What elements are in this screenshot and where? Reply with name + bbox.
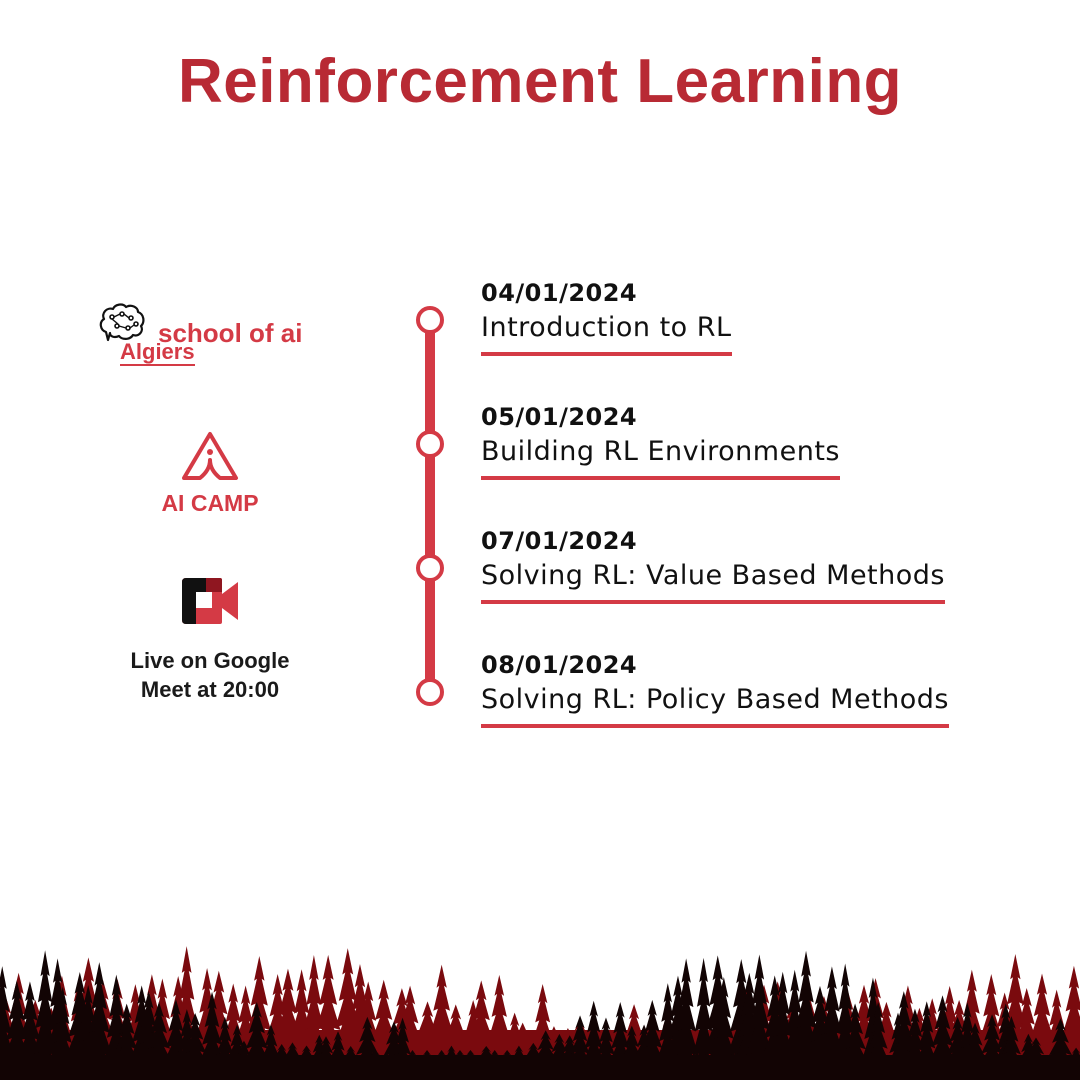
session-date: 05/01/2024 — [481, 403, 638, 431]
schedule-item: 08/01/2024 Solving RL: Policy Based Meth… — [481, 650, 949, 728]
school-of-ai-city: Algiers — [120, 339, 195, 366]
schedule-item: 07/01/2024 Solving RL: Value Based Metho… — [481, 526, 945, 604]
schedule-item: 04/01/2024 Introduction to RL — [481, 278, 732, 356]
meet-info-line2: Meet at 20:00 — [140, 677, 280, 702]
google-meet-icon — [182, 578, 238, 624]
session-topic: Introduction to RL — [481, 308, 732, 356]
ai-camp-tent-icon — [182, 432, 238, 480]
schedule-item: 05/01/2024 Building RL Environments — [481, 402, 840, 480]
school-of-ai-logo: school of ai Algiers — [98, 302, 338, 374]
brain-circuit-icon — [99, 303, 145, 342]
session-topic: Solving RL: Policy Based Methods — [481, 680, 949, 728]
meet-info-line1: Live on Google — [130, 648, 290, 673]
meet-info: Live on Google Meet at 20:00 — [100, 646, 320, 704]
timeline-line — [425, 318, 435, 692]
ai-camp-label: AI CAMP — [161, 490, 259, 516]
school-of-ai-name: school of ai — [158, 318, 303, 348]
timeline-dot — [416, 678, 444, 706]
timeline-dot — [416, 306, 444, 334]
session-date: 08/01/2024 — [481, 651, 638, 679]
page-title: Reinforcement Learning — [177, 47, 903, 116]
timeline-dot — [416, 554, 444, 582]
session-topic: Solving RL: Value Based Methods — [481, 556, 945, 604]
session-date: 07/01/2024 — [481, 527, 638, 555]
forest-silhouette — [0, 946, 1080, 1080]
session-topic: Building RL Environments — [481, 432, 840, 480]
session-date: 04/01/2024 — [481, 279, 638, 307]
timeline-dot — [416, 430, 444, 458]
